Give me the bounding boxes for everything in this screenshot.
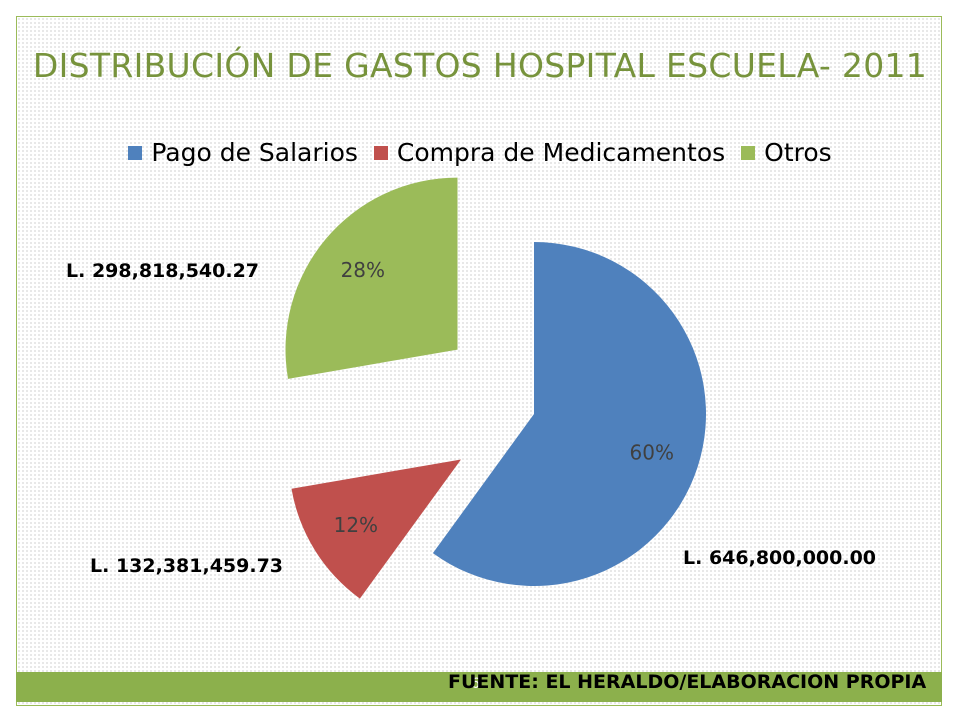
amount-label-salarios: L. 646,800,000.00 xyxy=(683,547,877,569)
legend-label-otros: Otros xyxy=(764,138,832,167)
chart-title: DISTRIBUCIÓN DE GASTOS HOSPITAL ESCUELA-… xyxy=(32,46,928,85)
amount-label-otros: L. 298,818,540.27 xyxy=(66,260,260,282)
page-number: 6 xyxy=(471,676,480,692)
legend-label-medicamentos: Compra de Medicamentos xyxy=(396,138,726,167)
legend-item-otros: Otros xyxy=(741,138,832,167)
legend-swatch-salarios xyxy=(128,145,143,160)
pie-slice-salarios xyxy=(432,242,706,586)
source-note: FUENTE: EL HERALDO/ELABORACION PROPIA xyxy=(448,671,927,693)
legend-item-medicamentos: Compra de Medicamentos xyxy=(373,138,726,167)
legend-label-salarios: Pago de Salarios xyxy=(151,138,358,167)
slide-frame xyxy=(16,16,942,706)
legend-item-salarios: Pago de Salarios xyxy=(128,138,358,167)
pie-slice-otros xyxy=(285,177,458,379)
chart-legend: Pago de Salarios Compra de Medicamentos … xyxy=(0,138,960,167)
data-label-otros: 28% xyxy=(341,258,385,282)
data-label-medicamentos: 12% xyxy=(334,513,378,537)
amount-label-medicamentos: L. 132,381,459.73 xyxy=(90,555,284,577)
legend-swatch-otros xyxy=(741,145,756,160)
data-label-salarios: 60% xyxy=(630,440,674,464)
legend-swatch-medicamentos xyxy=(373,145,388,160)
footer-bar xyxy=(16,672,942,702)
pie-slice-medicamentos xyxy=(291,459,461,599)
